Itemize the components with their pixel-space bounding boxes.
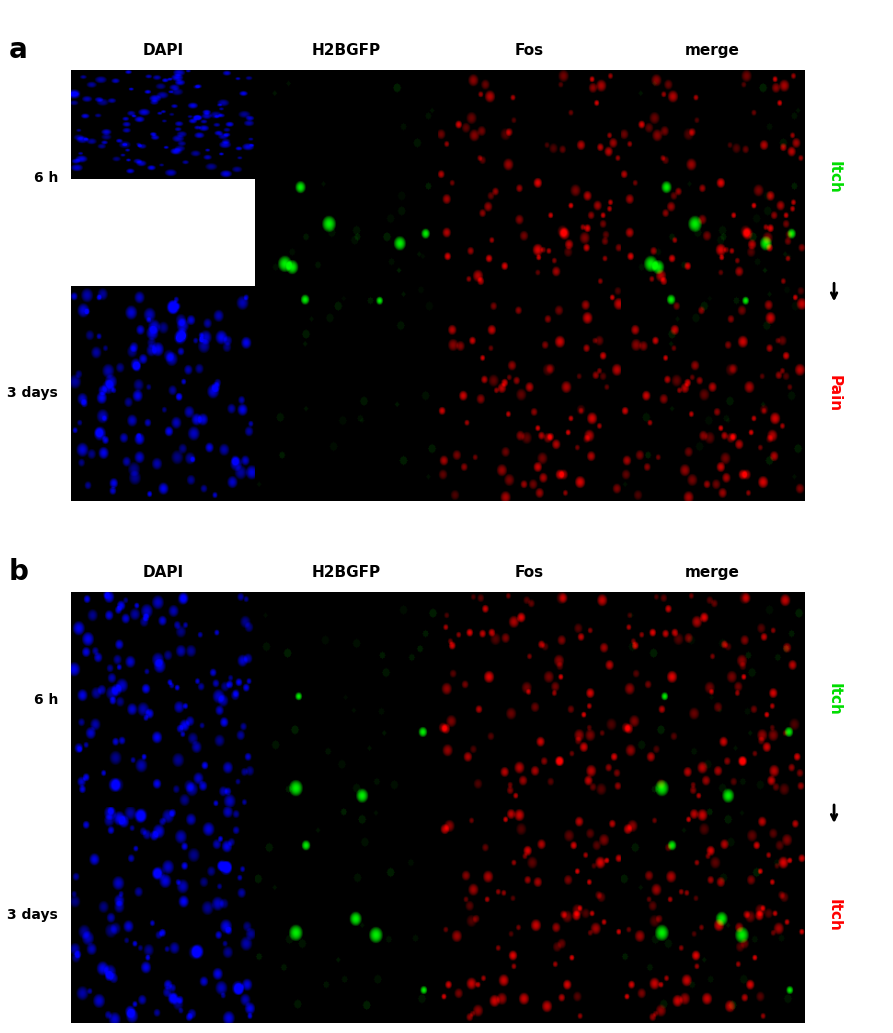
Polygon shape [330,944,342,964]
Text: 6 h: 6 h [34,170,58,185]
Text: H2BGFP: H2BGFP [312,565,380,580]
Polygon shape [723,310,736,330]
Text: merge: merge [685,565,739,580]
Text: Pain: Pain [827,375,841,412]
Text: H2BGFP: H2BGFP [312,43,380,58]
Polygon shape [538,853,551,873]
Polygon shape [346,425,359,444]
Polygon shape [355,853,368,873]
Text: Fos: Fos [514,565,544,580]
Polygon shape [328,387,340,407]
Text: Itch: Itch [827,683,841,716]
Text: 3 days: 3 days [7,908,58,922]
Text: merge: merge [685,43,739,58]
Polygon shape [291,420,304,440]
Polygon shape [474,420,487,440]
Polygon shape [663,420,675,440]
Text: 6 h: 6 h [34,692,58,707]
Text: DAPI: DAPI [142,565,184,580]
Polygon shape [745,647,758,666]
Text: a: a [9,36,28,64]
Text: Itch: Itch [827,161,841,194]
Polygon shape [513,944,525,964]
Polygon shape [668,853,681,873]
Polygon shape [530,425,542,444]
Polygon shape [357,310,370,330]
Polygon shape [739,427,753,446]
Text: Fos: Fos [514,43,544,58]
Text: 3 days: 3 days [7,386,58,401]
Polygon shape [696,944,708,964]
Polygon shape [511,387,523,407]
Polygon shape [333,647,346,666]
Text: Itch: Itch [827,899,841,932]
Polygon shape [718,847,730,867]
Text: DAPI: DAPI [142,43,184,58]
Polygon shape [495,857,507,877]
Polygon shape [516,647,530,666]
Polygon shape [495,905,507,925]
Polygon shape [540,310,553,330]
Text: b: b [9,558,29,586]
Polygon shape [312,857,324,877]
